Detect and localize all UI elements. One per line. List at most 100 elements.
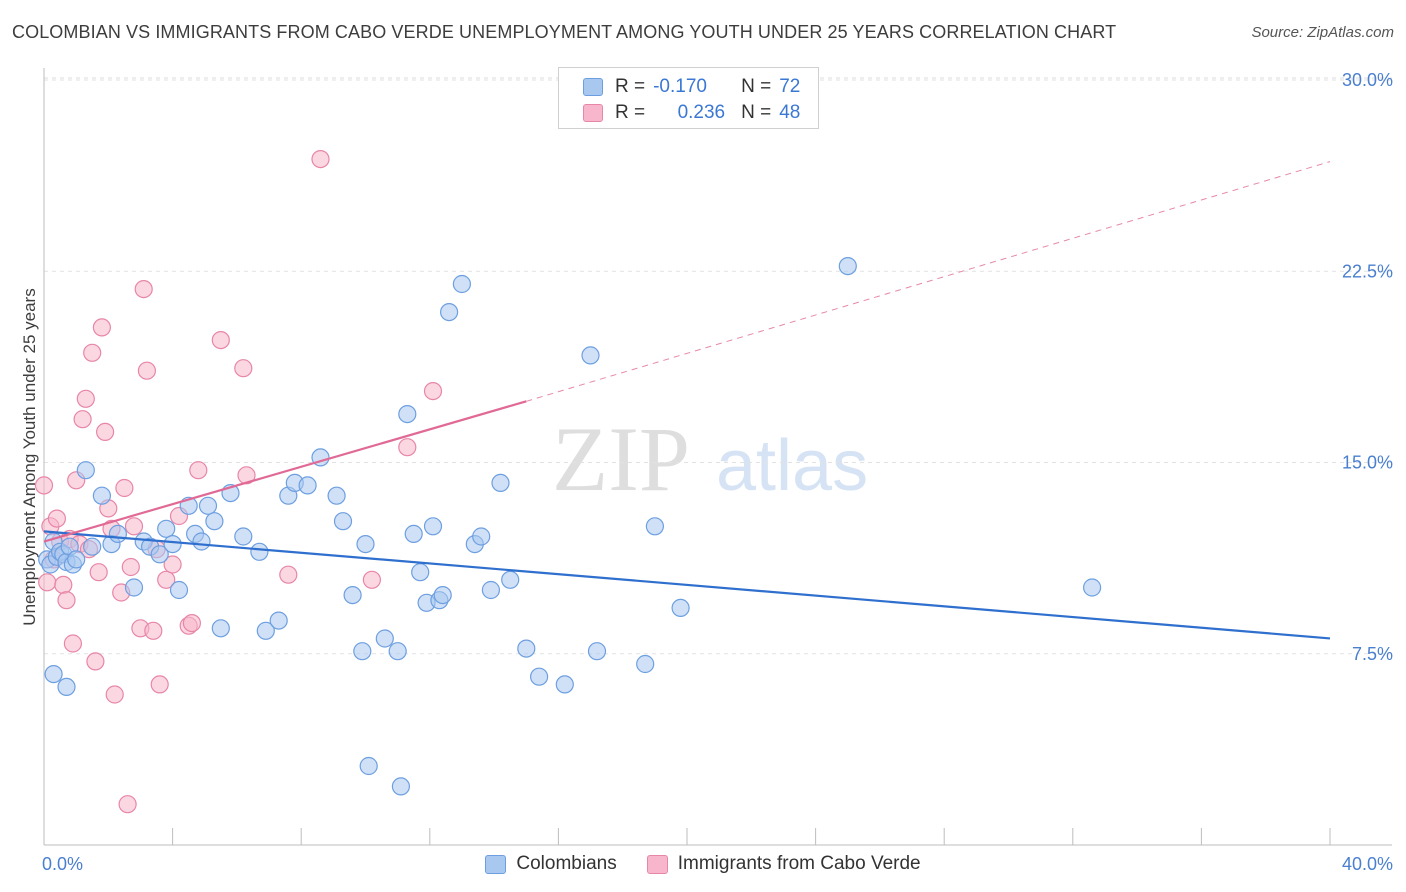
cabo-verde-point <box>105 685 124 704</box>
cabo-verde-point <box>124 517 144 536</box>
cabo-verde-point <box>137 361 156 380</box>
colombian-point <box>481 580 500 600</box>
r-label: R = <box>615 102 646 123</box>
cabo-verde-point <box>362 570 381 589</box>
colombian-point <box>269 611 288 630</box>
source-label: Source: ZipAtlas.com <box>1251 24 1394 41</box>
colombian-point <box>108 524 128 544</box>
cabo-verde-point <box>234 359 253 378</box>
cabo-verde-trend-extension <box>526 161 1331 402</box>
cabo-verde-point <box>398 438 417 457</box>
colombian-point <box>587 642 607 661</box>
cabo-verde-point <box>150 675 169 694</box>
colombian-point <box>411 563 430 582</box>
cabo-verde-point <box>57 591 76 610</box>
r-value-cabo-verde: 0.236 <box>677 102 726 123</box>
colombian-point <box>57 677 76 697</box>
colombian-point <box>169 580 189 600</box>
cabo-verde-point <box>311 150 330 169</box>
colombian-point <box>67 550 86 569</box>
watermark-zip: ZIP <box>552 408 690 510</box>
colombian-point <box>256 621 275 640</box>
chart-title: COLOMBIAN VS IMMIGRANTS FROM CABO VERDE … <box>12 22 1117 42</box>
cabo-verde-point <box>134 280 153 299</box>
colombian-point <box>433 585 452 605</box>
cabo-verde-point <box>157 570 176 589</box>
cabo-verde-point <box>211 331 230 350</box>
y-tick-label: 22.5% <box>1342 261 1393 281</box>
colombian-points <box>38 257 1102 796</box>
colombians-swatch <box>583 78 603 96</box>
colombian-point <box>298 476 317 495</box>
colombian-point <box>44 664 63 684</box>
colombian-point <box>356 534 375 554</box>
legend-swatch-colombians <box>485 854 507 874</box>
colombian-point <box>250 542 269 561</box>
colombian-point <box>192 532 211 551</box>
cabo-verde-point <box>182 613 201 633</box>
r-value-colombians: -0.170 <box>653 76 707 97</box>
colombian-point <box>423 517 443 536</box>
colombian-point <box>671 598 690 618</box>
n-label: N = <box>741 76 772 97</box>
colombian-point <box>636 654 655 674</box>
colombian-point <box>398 405 417 424</box>
x-tick-label: 40.0% <box>1342 854 1393 874</box>
colombian-point <box>157 519 176 538</box>
cabo-verde-point <box>34 476 54 495</box>
colombian-point <box>359 756 378 776</box>
cabo-verde-point <box>63 634 83 653</box>
legend-label-colombians: Colombians <box>516 853 617 874</box>
cabo-verde-points <box>34 150 443 814</box>
cabo-verde-point <box>279 565 298 584</box>
n-value-colombians: 72 <box>779 76 801 97</box>
cabo-verde-point <box>47 509 67 528</box>
n-value-cabo-verde: 48 <box>779 102 801 123</box>
colombian-point <box>343 585 362 605</box>
cabo-verde-point <box>83 343 102 362</box>
colombian-point <box>150 545 169 564</box>
colombian-point <box>517 639 536 658</box>
watermark-atlas: atlas <box>716 426 868 506</box>
y-tick-labels: 7.5% 15.0% 22.5% 30.0% <box>1342 70 1393 664</box>
chart-legend: Colombians Immigrants from Cabo Verde <box>0 850 1406 878</box>
axes <box>43 68 1392 846</box>
colombian-point <box>491 473 510 492</box>
cabo-verde-point <box>76 389 95 408</box>
colombian-point <box>501 570 520 589</box>
colombian-point <box>452 274 471 294</box>
colombian-point <box>124 578 144 597</box>
cabo-verde-swatch <box>583 104 603 122</box>
cabo-verde-point <box>92 318 112 337</box>
cabo-verde-point <box>144 621 163 640</box>
colombian-point <box>198 496 218 515</box>
x-tick-labels: 0.0% 40.0% <box>42 854 1393 874</box>
cabo-verde-trend-line <box>43 400 527 543</box>
colombian-point <box>76 461 95 480</box>
colombian-point <box>83 537 102 556</box>
colombian-point <box>327 486 346 505</box>
legend-item-colombians[interactable]: Colombians <box>485 853 617 875</box>
cabo-verde-point <box>86 652 105 671</box>
colombian-point <box>440 303 459 322</box>
cabo-verde-point <box>163 555 182 574</box>
cabo-verde-point <box>115 478 134 498</box>
colombian-point <box>353 642 372 661</box>
cabo-verde-point <box>89 563 108 582</box>
r-label: R = <box>615 76 646 97</box>
cabo-verde-point <box>54 575 73 595</box>
stats-legend-box: R = -0.170 N = 72 R = 0.236 N = 48 <box>558 67 819 129</box>
legend-label-cabo-verde: Immigrants from Cabo Verde <box>677 853 921 874</box>
colombian-point <box>163 534 182 554</box>
legend-item-cabo-verde[interactable]: Immigrants from Cabo Verde <box>646 853 921 875</box>
cabo-verde-point <box>118 795 137 814</box>
watermark: ZIP atlas <box>552 408 868 510</box>
y-tick-label: 30.0% <box>1342 70 1393 90</box>
legend-swatch-cabo-verde <box>646 854 668 874</box>
cabo-verde-point <box>189 461 208 480</box>
trend-lines <box>43 161 1331 640</box>
colombian-point <box>645 517 665 536</box>
colombian-point <box>581 346 600 365</box>
colombian-point <box>529 667 549 686</box>
